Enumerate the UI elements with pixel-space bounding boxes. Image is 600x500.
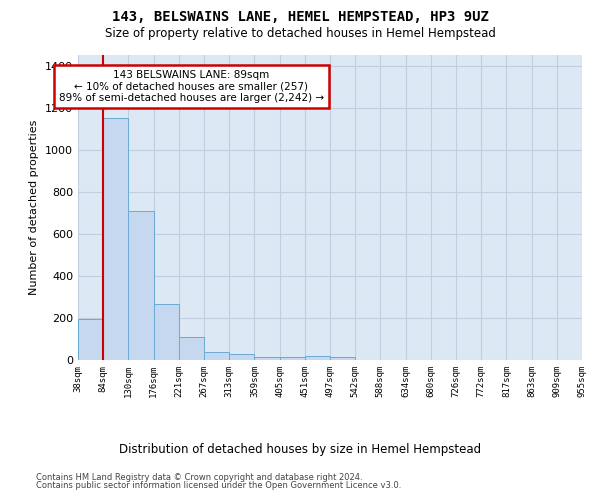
Bar [128,210,154,360]
Y-axis label: Number of detached properties: Number of detached properties [29,120,40,295]
Bar [154,304,179,360]
Text: Contains HM Land Registry data © Crown copyright and database right 2024.: Contains HM Land Registry data © Crown c… [36,473,362,482]
Text: Size of property relative to detached houses in Hemel Hempstead: Size of property relative to detached ho… [104,28,496,40]
Bar [78,319,103,360]
Bar [280,358,305,360]
Text: Contains public sector information licensed under the Open Government Licence v3: Contains public sector information licen… [36,480,401,490]
Bar [103,118,128,360]
Text: 143 BELSWAINS LANE: 89sqm
← 10% of detached houses are smaller (257)
89% of semi: 143 BELSWAINS LANE: 89sqm ← 10% of detac… [59,70,324,103]
Text: Distribution of detached houses by size in Hemel Hempstead: Distribution of detached houses by size … [119,442,481,456]
Bar [229,354,254,360]
Bar [179,338,204,360]
Bar [254,357,280,360]
Bar [330,357,355,360]
Bar [204,352,229,360]
Text: 143, BELSWAINS LANE, HEMEL HEMPSTEAD, HP3 9UZ: 143, BELSWAINS LANE, HEMEL HEMPSTEAD, HP… [112,10,488,24]
Bar [305,356,330,360]
